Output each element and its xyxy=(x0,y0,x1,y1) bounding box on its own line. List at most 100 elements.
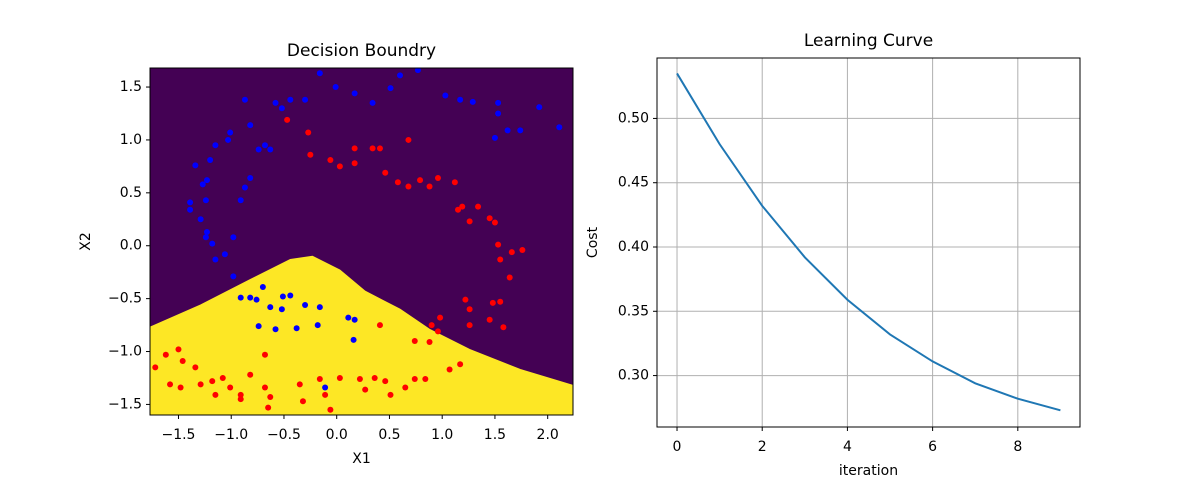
point xyxy=(237,197,244,204)
point xyxy=(203,177,210,184)
point xyxy=(397,72,404,79)
point xyxy=(322,391,329,398)
point xyxy=(351,160,358,167)
point xyxy=(197,381,204,388)
x-tick-label: −0.5 xyxy=(267,427,301,443)
point xyxy=(508,249,515,256)
y-tick-label: −0.5 xyxy=(108,291,142,307)
x-tick-label: 8 xyxy=(1013,439,1022,455)
point xyxy=(369,99,376,106)
point xyxy=(192,162,199,169)
point xyxy=(486,215,493,222)
point xyxy=(219,374,226,381)
point xyxy=(227,129,234,136)
x-axis-label: X1 xyxy=(352,451,371,467)
x-axis-label: iteration xyxy=(839,463,898,479)
point xyxy=(322,384,329,391)
axes-frame xyxy=(149,67,574,416)
point xyxy=(203,228,210,235)
x-tick-label: −1.0 xyxy=(214,427,248,443)
point xyxy=(272,326,279,333)
point xyxy=(227,384,234,391)
point xyxy=(247,122,254,129)
x-tick-label: 0.0 xyxy=(326,427,348,443)
point xyxy=(497,256,504,263)
y-tick-label: 0.45 xyxy=(618,175,649,191)
point xyxy=(152,364,159,371)
point xyxy=(177,384,184,391)
point xyxy=(466,306,473,313)
plot-area xyxy=(657,58,1080,427)
point xyxy=(469,98,476,105)
point xyxy=(428,322,435,329)
point xyxy=(237,391,244,398)
point xyxy=(475,203,482,210)
point xyxy=(272,99,279,106)
point xyxy=(426,183,433,190)
point xyxy=(382,378,389,385)
point xyxy=(265,404,272,411)
point xyxy=(402,384,409,391)
point xyxy=(351,316,358,323)
plot-area xyxy=(150,68,573,415)
point xyxy=(491,134,498,141)
y-tick-label: 0.0 xyxy=(120,238,142,254)
point xyxy=(491,219,498,226)
y-tick-label: −1.5 xyxy=(108,396,142,412)
point xyxy=(209,240,216,247)
point xyxy=(302,301,309,308)
y-tick-label: −1.0 xyxy=(108,344,142,360)
point xyxy=(296,381,303,388)
point xyxy=(247,371,254,378)
x-tick-label: 6 xyxy=(928,439,937,455)
y-tick-label: 0.35 xyxy=(618,303,649,319)
point xyxy=(299,398,306,405)
point xyxy=(489,299,496,306)
point xyxy=(253,296,260,303)
y-axis-label: Cost xyxy=(585,226,601,258)
point xyxy=(175,346,182,353)
point xyxy=(462,296,469,303)
point xyxy=(500,324,507,331)
point xyxy=(405,136,412,143)
point xyxy=(287,96,294,103)
point xyxy=(316,70,323,77)
point xyxy=(221,251,228,258)
point xyxy=(225,136,232,143)
point xyxy=(202,197,209,204)
y-tick-label: 0.5 xyxy=(120,185,142,201)
panel: Learning Curve iteration Cost 0 2 4 6 8 0.50 0.45… xyxy=(585,31,1081,479)
point xyxy=(411,376,418,383)
point xyxy=(466,322,473,329)
y-tick-label: 1.0 xyxy=(120,132,142,148)
point xyxy=(247,175,254,182)
point xyxy=(434,175,441,182)
point xyxy=(506,274,513,281)
point xyxy=(376,145,383,152)
y-tick-label: 0.50 xyxy=(618,110,649,126)
point xyxy=(504,127,511,134)
point xyxy=(316,304,323,311)
point xyxy=(459,203,466,210)
point xyxy=(414,68,421,74)
point xyxy=(327,406,334,413)
x-tick-label: 1.0 xyxy=(431,427,453,443)
x-tick-label: 0.5 xyxy=(378,427,400,443)
point xyxy=(411,337,418,344)
point xyxy=(255,323,262,330)
y-tick-label: 1.5 xyxy=(120,79,142,95)
point xyxy=(356,376,363,383)
point xyxy=(207,157,214,164)
point xyxy=(267,394,274,401)
x-tick-label: 1.5 xyxy=(484,427,506,443)
point xyxy=(369,145,376,152)
point xyxy=(387,85,394,92)
point xyxy=(350,336,357,343)
point xyxy=(336,163,343,170)
y-tick-label: 0.40 xyxy=(618,239,649,255)
x-tick-label: 2.0 xyxy=(537,427,559,443)
point xyxy=(307,151,314,158)
point xyxy=(457,96,464,103)
point xyxy=(284,116,291,123)
